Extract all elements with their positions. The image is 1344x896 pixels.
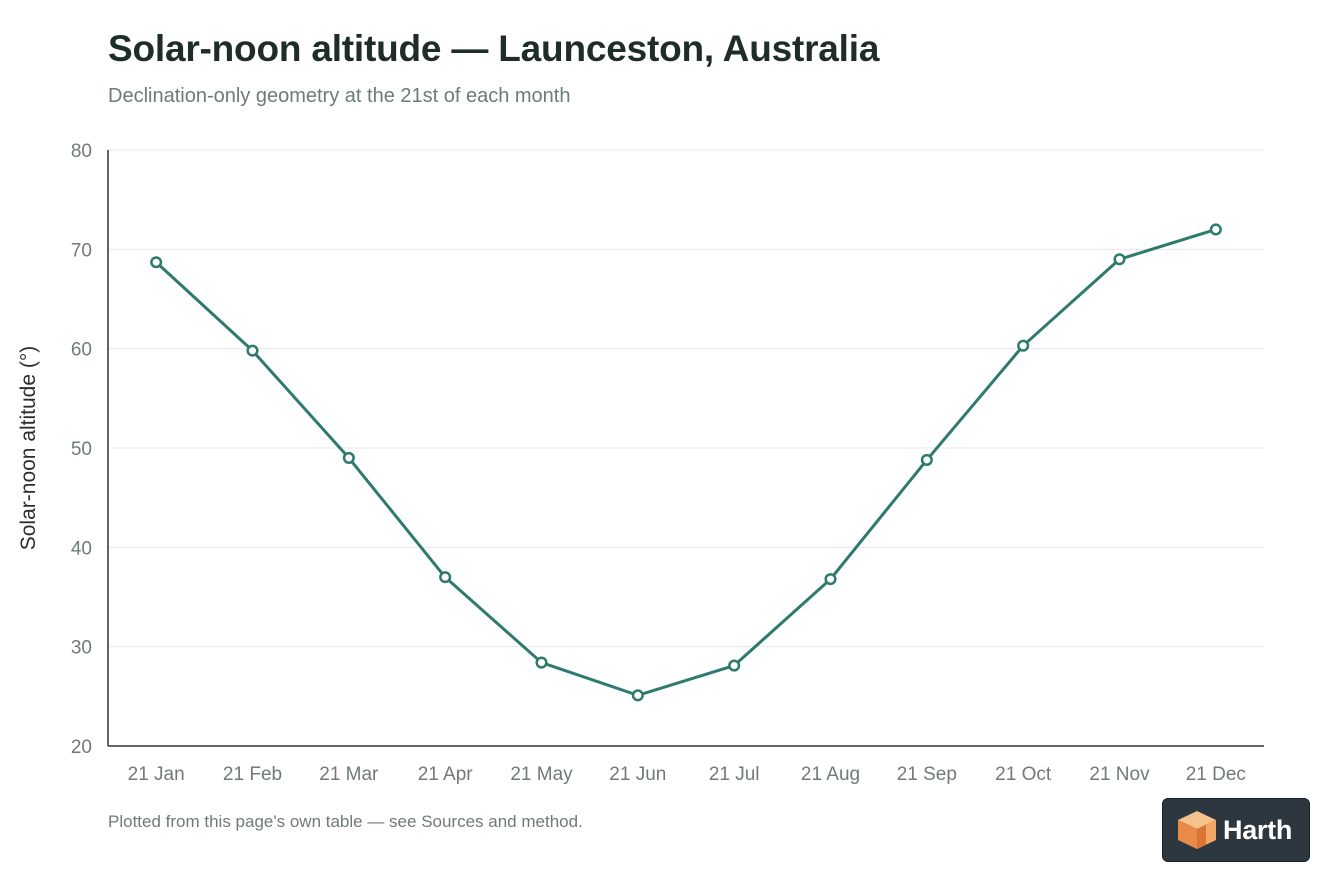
x-tick-label: 21 Sep — [897, 764, 957, 785]
x-tick-label: 21 Apr — [418, 764, 474, 785]
data-point — [631, 689, 644, 702]
data-point — [728, 659, 741, 672]
data-point — [342, 451, 355, 464]
data-point — [535, 656, 548, 669]
chart-subtitle: Declination-only geometry at the 21st of… — [108, 85, 571, 107]
data-point — [439, 571, 452, 584]
x-tick-label: 21 Aug — [801, 764, 860, 785]
y-tick-label: 70 — [71, 240, 92, 261]
data-points — [150, 223, 1222, 702]
y-tick-label: 30 — [71, 638, 92, 659]
y-tick-label: 20 — [71, 737, 92, 758]
x-tick-label: 21 Jan — [128, 764, 185, 785]
x-tick-label: 21 Jun — [609, 764, 666, 785]
y-axis-ticks: 20 30 40 50 60 70 80 — [71, 141, 92, 758]
data-point — [824, 573, 837, 586]
data-point — [920, 453, 933, 466]
series-line — [155, 228, 1217, 697]
x-tick-label: 21 Mar — [319, 764, 379, 785]
x-tick-label: 21 Oct — [995, 764, 1052, 785]
x-tick-label: 21 Jul — [709, 764, 760, 785]
x-tick-label: 21 Dec — [1186, 764, 1246, 785]
x-tick-label: 21 Feb — [223, 764, 282, 785]
brand-badge[interactable]: Harth — [1162, 798, 1310, 862]
x-tick-label: 21 May — [510, 764, 573, 785]
y-tick-label: 40 — [71, 538, 92, 559]
y-tick-label: 60 — [71, 340, 92, 361]
y-tick-label: 50 — [71, 439, 92, 460]
y-axis-label: Solar-noon altitude (°) — [17, 346, 40, 551]
gridlines — [108, 149, 1264, 648]
data-point — [1209, 223, 1222, 236]
data-point — [246, 344, 259, 357]
data-point — [150, 256, 163, 269]
footnote: Plotted from this page's own table — see… — [108, 812, 583, 831]
chart-title: Solar-noon altitude — Launceston, Austra… — [108, 28, 880, 69]
data-point — [1113, 253, 1126, 266]
x-tick-label: 21 Nov — [1089, 764, 1150, 785]
harth-cube-logo-icon — [1178, 811, 1216, 849]
y-tick-label: 80 — [71, 141, 92, 162]
data-point — [1017, 339, 1030, 352]
x-axis-ticks: 21 Jan 21 Feb 21 Mar 21 Apr 21 May 21 Jun 21 J… — [128, 764, 1246, 785]
brand-name: Harth — [1223, 814, 1293, 845]
